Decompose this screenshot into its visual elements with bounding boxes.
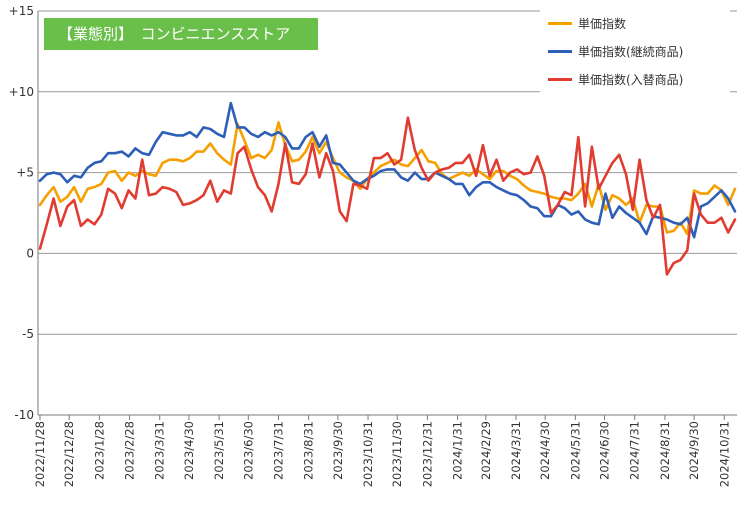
x-tick-labels: 2022/11/28 2022/12/28 2023/1/28 2023/2/28 20… [33, 421, 731, 487]
x-tick-label: 2023/10/31 [361, 421, 375, 487]
y-tick-label: -5 [22, 327, 34, 341]
x-tick-label: 2023/1/28 [92, 421, 106, 480]
x-tick-label: 2024/7/31 [628, 421, 642, 480]
chart-title: 【業態別】 コンビニエンスストア [44, 18, 318, 50]
legend-item-series-3: 単価指数(入替商品) [548, 68, 683, 90]
x-tick-label: 2023/2/28 [123, 421, 137, 480]
legend-swatch [548, 49, 572, 53]
x-tick-label: 2024/6/30 [598, 421, 612, 480]
x-tick-label: 2024/8/31 [658, 421, 672, 480]
legend-item-series-2: 単価指数(継続商品) [548, 40, 683, 62]
x-tick-label: 2024/10/31 [717, 421, 731, 487]
axes [37, 11, 737, 420]
series-line-2 [38, 101, 737, 239]
x-tick-label: 2023/7/31 [271, 421, 285, 480]
x-tick-label: 2022/11/28 [33, 421, 47, 487]
y-tick-label: -10 [14, 408, 34, 422]
legend-item-series-1: 単価指数 [548, 12, 626, 34]
legend-swatch [548, 21, 572, 25]
x-tick-label: 2022/12/28 [62, 421, 76, 487]
legend: 単価指数 単価指数(継続商品) 単価指数(入替商品) [540, 8, 730, 96]
x-tick-label: 2023/3/31 [153, 421, 167, 480]
x-tick-label: 2024/3/31 [509, 421, 523, 480]
y-tick-label: 0 [26, 246, 34, 260]
legend-label: 単価指数(継続商品) [578, 44, 684, 59]
x-tick-label: 2024/4/30 [538, 421, 552, 480]
y-tick-label: +10 [9, 85, 34, 99]
x-tick-label: 2024/2/29 [479, 421, 493, 480]
y-tick-labels: +15 +10 +5 0 -5 -10 [9, 4, 34, 422]
x-tick-label: 2023/6/30 [241, 421, 255, 480]
series-line-1 [38, 121, 737, 236]
x-tick-label: 2023/9/30 [331, 421, 345, 480]
x-tick-label: 2023/11/30 [390, 421, 404, 487]
x-tick-label: 2023/5/31 [212, 421, 226, 480]
x-tick-label: 2023/12/31 [420, 421, 434, 487]
x-tick-label: 2024/9/30 [687, 421, 701, 480]
legend-label: 単価指数(入替商品) [578, 72, 684, 87]
legend-swatch [548, 77, 572, 81]
y-tick-label: +5 [16, 166, 34, 180]
x-tick-label: 2024/5/31 [568, 421, 582, 480]
series-lines [38, 101, 737, 276]
legend-label: 単価指数 [578, 16, 627, 31]
series-line-3 [38, 116, 737, 276]
x-tick-label: 2024/1/31 [451, 421, 465, 480]
x-tick-label: 2023/8/31 [302, 421, 316, 480]
x-tick-label: 2023/4/30 [182, 421, 196, 480]
y-tick-label: +15 [9, 4, 34, 18]
